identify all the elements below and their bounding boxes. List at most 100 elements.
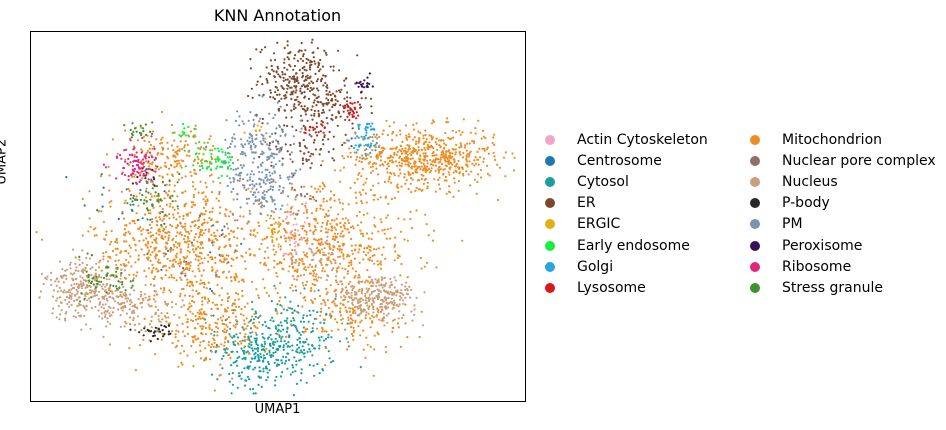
point xyxy=(240,307,243,311)
point xyxy=(321,181,324,185)
point xyxy=(318,372,321,375)
point xyxy=(135,155,138,159)
point xyxy=(107,266,110,269)
point xyxy=(203,286,206,289)
point xyxy=(213,330,216,333)
point xyxy=(278,160,281,163)
point xyxy=(210,162,213,165)
point xyxy=(274,325,277,328)
point xyxy=(218,190,221,194)
point xyxy=(132,319,135,322)
point xyxy=(168,205,171,208)
point xyxy=(324,227,328,230)
point xyxy=(151,263,154,266)
point xyxy=(454,151,457,154)
point xyxy=(401,140,404,143)
point xyxy=(110,274,113,277)
point xyxy=(232,187,235,190)
point xyxy=(244,267,247,270)
point xyxy=(280,128,283,131)
point xyxy=(277,245,280,248)
point xyxy=(224,244,228,247)
point xyxy=(207,230,210,233)
point xyxy=(214,321,217,324)
point xyxy=(169,195,172,198)
point xyxy=(186,240,189,243)
point xyxy=(202,232,205,235)
point xyxy=(138,131,142,134)
point xyxy=(387,180,390,183)
point xyxy=(144,155,147,158)
point xyxy=(252,193,255,196)
point xyxy=(406,336,409,339)
legend-label: Actin Cytoskeleton xyxy=(577,131,708,148)
legend-item: Actin Cytoskeleton xyxy=(540,129,708,150)
point xyxy=(269,319,272,322)
point xyxy=(265,219,268,222)
point xyxy=(374,225,377,228)
point xyxy=(435,266,438,269)
point xyxy=(349,226,353,229)
point xyxy=(145,229,148,232)
point xyxy=(270,177,273,181)
point xyxy=(348,296,351,299)
point xyxy=(319,130,322,133)
point xyxy=(383,289,386,292)
point xyxy=(132,309,135,312)
point xyxy=(223,341,226,344)
point xyxy=(326,291,329,294)
point xyxy=(276,303,279,306)
point xyxy=(169,291,172,294)
point xyxy=(365,123,369,126)
point xyxy=(362,348,365,351)
point xyxy=(376,137,379,140)
point xyxy=(302,348,306,352)
point xyxy=(216,322,219,325)
point xyxy=(197,267,200,270)
point xyxy=(224,215,227,218)
point xyxy=(310,185,313,188)
point xyxy=(417,130,420,133)
point xyxy=(272,211,275,214)
point xyxy=(102,283,105,286)
point xyxy=(432,159,435,162)
point xyxy=(99,259,102,262)
point xyxy=(374,278,377,281)
point xyxy=(355,196,358,199)
point xyxy=(133,167,136,170)
y-axis-label: UMAP2 xyxy=(0,138,10,185)
point xyxy=(227,341,230,344)
point xyxy=(430,163,433,166)
point xyxy=(406,138,409,141)
point xyxy=(311,105,314,108)
point xyxy=(286,203,289,206)
point xyxy=(89,267,92,270)
point xyxy=(163,286,166,290)
point xyxy=(119,291,122,294)
point xyxy=(266,81,269,84)
point xyxy=(412,123,415,126)
point xyxy=(256,344,259,347)
points-layer xyxy=(35,38,516,397)
point xyxy=(237,280,240,283)
point xyxy=(257,203,260,206)
point xyxy=(280,337,283,340)
point xyxy=(231,336,234,339)
point xyxy=(165,183,168,186)
point xyxy=(113,300,117,303)
point xyxy=(306,237,309,240)
point xyxy=(250,134,254,137)
point xyxy=(350,332,353,336)
point xyxy=(409,177,413,180)
point xyxy=(325,200,328,203)
point xyxy=(254,392,257,395)
point xyxy=(92,283,95,286)
point xyxy=(132,160,135,163)
point xyxy=(163,190,166,193)
point xyxy=(276,140,280,143)
point xyxy=(191,295,194,298)
point xyxy=(41,238,44,241)
point xyxy=(315,209,318,212)
point xyxy=(306,350,309,353)
point xyxy=(296,194,299,197)
